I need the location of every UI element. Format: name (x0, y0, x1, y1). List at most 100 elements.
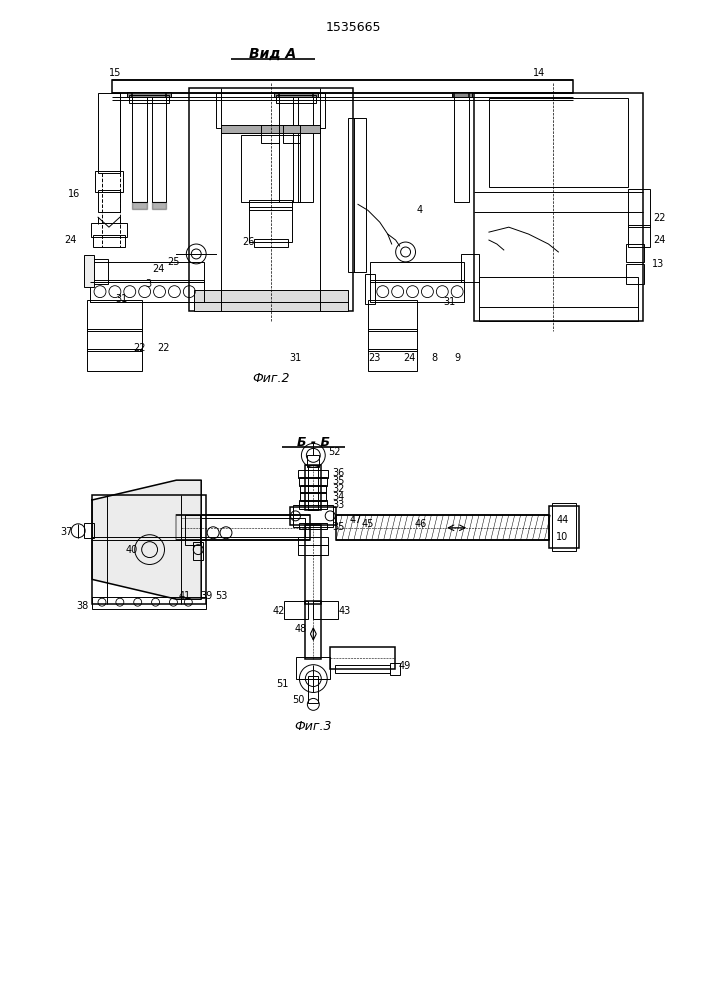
Bar (132, 93, 146, 202)
Text: 44: 44 (556, 515, 568, 525)
Bar (305, 525, 321, 604)
Bar (216, 93, 325, 128)
Bar (90, 280, 204, 302)
Text: 25: 25 (167, 257, 180, 267)
Bar (626, 244, 643, 262)
Bar (370, 280, 464, 302)
Bar (293, 505, 333, 527)
Bar (296, 657, 330, 679)
Bar (552, 503, 576, 551)
Bar (87, 349, 141, 371)
Text: 31: 31 (443, 297, 455, 307)
Text: 46: 46 (414, 519, 427, 529)
Bar (185, 515, 200, 545)
Bar (279, 93, 293, 202)
Text: 8: 8 (431, 353, 438, 363)
Text: 45: 45 (362, 519, 374, 529)
Bar (284, 601, 308, 619)
Text: 35: 35 (332, 476, 344, 486)
Bar (348, 118, 366, 272)
Text: 49: 49 (399, 661, 411, 671)
Text: 1535665: 1535665 (325, 21, 381, 34)
Text: Фиг.3: Фиг.3 (295, 720, 332, 733)
Bar (127, 92, 171, 97)
Text: 4: 4 (416, 205, 423, 215)
Text: 35: 35 (332, 522, 344, 532)
Bar (194, 290, 348, 311)
Bar (300, 485, 326, 493)
Bar (452, 92, 472, 97)
Bar (93, 235, 125, 247)
Text: 37: 37 (60, 527, 72, 537)
Bar (305, 601, 321, 659)
Text: 40: 40 (126, 545, 138, 555)
Bar (368, 329, 418, 351)
Bar (474, 93, 643, 321)
Bar (98, 93, 120, 173)
Text: 53: 53 (215, 591, 227, 601)
Text: 24: 24 (404, 353, 416, 363)
Text: 3: 3 (146, 279, 152, 289)
Text: 24: 24 (653, 235, 666, 245)
Text: 39: 39 (200, 591, 212, 601)
Text: 14: 14 (533, 68, 546, 78)
Bar (84, 523, 94, 538)
Bar (129, 95, 170, 103)
Text: 31: 31 (116, 294, 128, 304)
Polygon shape (151, 202, 166, 209)
Bar (177, 515, 310, 540)
Bar (461, 254, 479, 282)
Text: 32: 32 (332, 484, 344, 494)
Bar (193, 542, 203, 560)
Bar (298, 93, 313, 202)
Bar (241, 135, 300, 202)
Text: 41: 41 (178, 591, 190, 601)
Bar (308, 676, 318, 703)
Text: 34: 34 (332, 492, 344, 502)
Bar (330, 647, 395, 669)
Text: 23: 23 (368, 353, 381, 363)
Text: 36: 36 (332, 468, 344, 478)
Text: 24: 24 (64, 235, 76, 245)
Bar (291, 507, 336, 525)
Bar (549, 506, 579, 548)
Bar (308, 455, 320, 467)
Text: 22: 22 (134, 343, 146, 353)
Bar (221, 125, 320, 133)
Bar (628, 225, 650, 247)
Bar (98, 190, 120, 212)
Polygon shape (92, 480, 201, 599)
Bar (628, 189, 650, 227)
Bar (479, 277, 638, 321)
Bar (300, 477, 327, 486)
Text: 15: 15 (109, 68, 121, 78)
Bar (305, 465, 321, 510)
Bar (112, 80, 573, 93)
Bar (368, 300, 418, 331)
Bar (336, 515, 549, 540)
Bar (370, 262, 464, 282)
Bar (489, 98, 628, 187)
Text: 31: 31 (289, 353, 302, 363)
Text: 22: 22 (157, 343, 170, 353)
Text: 48: 48 (294, 624, 307, 634)
Bar (151, 93, 166, 202)
Text: 42: 42 (272, 606, 285, 616)
Bar (84, 255, 94, 287)
Bar (274, 92, 318, 97)
Bar (95, 171, 123, 192)
Bar (300, 500, 327, 509)
Bar (298, 545, 328, 555)
Bar (390, 663, 399, 675)
Polygon shape (132, 202, 146, 209)
Text: 22: 22 (653, 213, 666, 223)
Text: Фиг.2: Фиг.2 (252, 372, 289, 385)
Bar (90, 262, 204, 282)
Text: 16: 16 (68, 189, 81, 199)
Text: 50: 50 (292, 695, 305, 705)
Bar (368, 349, 418, 371)
Bar (308, 465, 318, 510)
Bar (87, 329, 141, 351)
Bar (189, 88, 353, 311)
Bar (283, 125, 300, 143)
